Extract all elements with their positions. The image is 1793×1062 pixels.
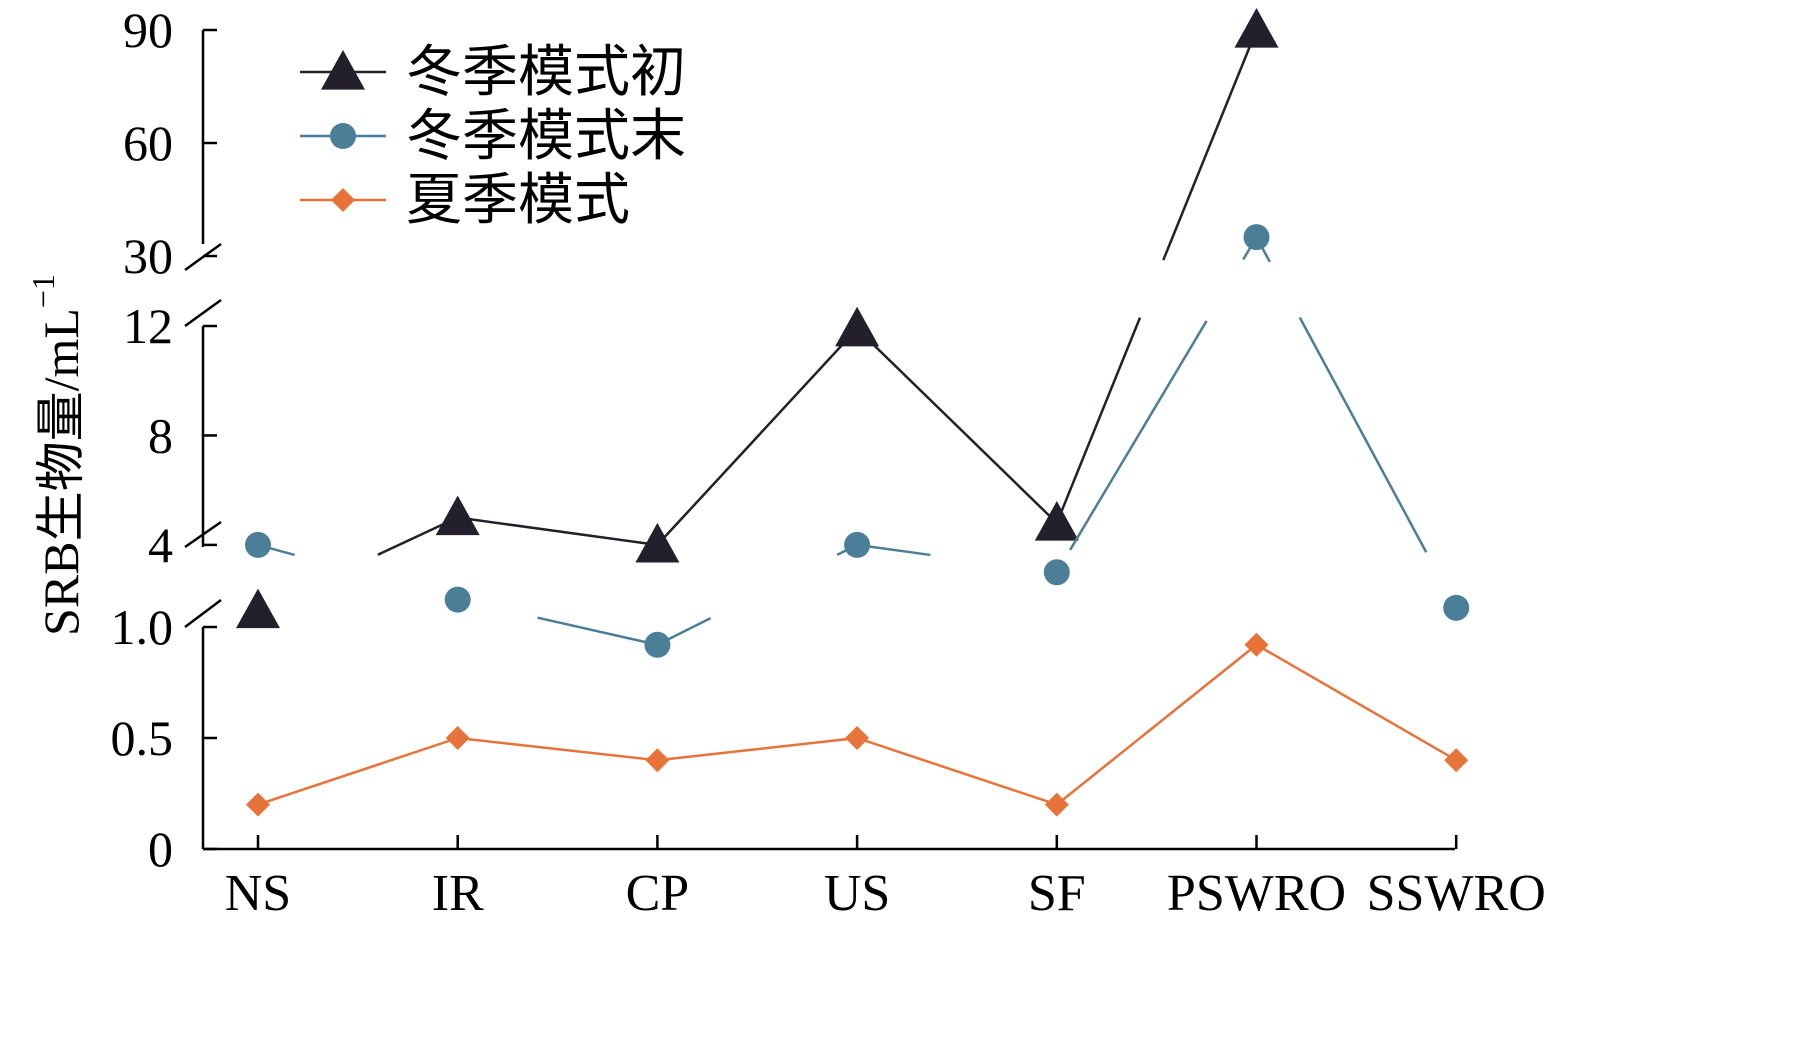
legend-item: 夏季模式	[300, 168, 630, 233]
y-axis-label-superscript: −1	[25, 274, 61, 308]
y-tick-label: 0	[148, 821, 173, 877]
data-point	[1243, 224, 1270, 251]
data-point	[645, 748, 670, 773]
legend-marker	[330, 123, 356, 149]
x-tick-label: IR	[432, 865, 484, 922]
y-tick-label: 12	[123, 298, 173, 354]
series-0	[236, 8, 1279, 629]
axis-break-mark	[184, 520, 222, 549]
data-point	[835, 306, 880, 347]
y-axis-label: SRB生物量/mL−1	[25, 274, 89, 636]
y-tick-label: 90	[123, 2, 173, 58]
legend-item: 冬季模式末	[300, 104, 686, 169]
data-point	[445, 726, 470, 750]
data-point	[1444, 748, 1469, 773]
data-point	[1034, 501, 1079, 541]
series-line	[257, 736, 459, 806]
data-point	[1244, 632, 1269, 657]
series-line	[656, 327, 859, 546]
legend-label: 冬季模式初	[406, 40, 686, 105]
series-line	[856, 327, 1058, 524]
series-line	[1298, 316, 1428, 553]
series-line	[457, 516, 658, 547]
legend-marker	[331, 188, 355, 212]
series-line	[657, 736, 858, 762]
data-point	[1043, 559, 1070, 586]
series-line	[1055, 317, 1142, 524]
data-point	[1443, 594, 1470, 621]
series-line	[856, 736, 1058, 806]
y-tick-label: 30	[123, 228, 173, 284]
x-tick-label: SSWRO	[1367, 865, 1546, 922]
x-tick-label: PSWRO	[1167, 865, 1346, 922]
data-point	[435, 495, 480, 536]
y-tick-label: 8	[148, 407, 173, 463]
data-point	[845, 726, 870, 750]
legend-marker	[321, 50, 365, 90]
x-tick-label: SF	[1028, 865, 1086, 922]
data-point	[246, 792, 270, 817]
legend-item: 冬季模式初	[300, 40, 686, 105]
data-point	[236, 588, 280, 629]
data-point	[245, 531, 271, 558]
series-1	[245, 224, 1470, 658]
x-tick-label: NS	[225, 865, 291, 922]
y-tick-label: 60	[123, 115, 173, 171]
data-point	[1234, 8, 1279, 48]
axis-break-mark	[184, 298, 222, 328]
legend-label: 夏季模式	[406, 168, 630, 233]
data-point	[444, 586, 471, 613]
series-line	[537, 616, 658, 646]
series-line	[1056, 643, 1258, 806]
data-point	[644, 631, 671, 658]
series-line	[1162, 29, 1258, 261]
y-tick-label: 1.0	[111, 599, 174, 655]
y-tick-label: 0.5	[111, 710, 174, 766]
x-tick-label: US	[824, 865, 890, 922]
axis-break-mark	[184, 599, 222, 628]
data-point	[635, 522, 680, 563]
series-2	[246, 632, 1469, 817]
series-line	[1255, 643, 1457, 762]
x-tick-label: CP	[626, 865, 690, 922]
data-point	[1044, 792, 1069, 817]
y-tick-label: 4	[148, 517, 173, 573]
series-line	[1069, 320, 1208, 551]
legend-label: 冬季模式末	[406, 104, 686, 169]
data-point	[844, 531, 871, 558]
series-line	[457, 736, 658, 762]
